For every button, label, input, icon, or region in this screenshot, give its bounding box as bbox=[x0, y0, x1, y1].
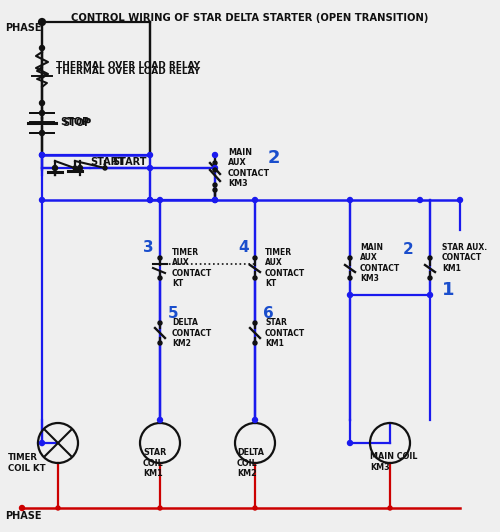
Circle shape bbox=[40, 153, 44, 157]
Circle shape bbox=[40, 130, 44, 136]
Text: TIMER
COIL KT: TIMER COIL KT bbox=[8, 453, 46, 473]
Circle shape bbox=[388, 506, 392, 510]
Circle shape bbox=[158, 321, 162, 325]
Text: DELTA
COIL
KM2: DELTA COIL KM2 bbox=[237, 448, 264, 478]
Circle shape bbox=[428, 256, 432, 260]
Circle shape bbox=[348, 276, 352, 280]
Text: 3: 3 bbox=[143, 240, 154, 255]
Text: STAR
CONTACT
KM1: STAR CONTACT KM1 bbox=[265, 318, 305, 348]
Text: CONTROL WIRING OF STAR DELTA STARTER (OPEN TRANSITION): CONTROL WIRING OF STAR DELTA STARTER (OP… bbox=[72, 13, 428, 23]
Circle shape bbox=[213, 183, 217, 187]
Circle shape bbox=[148, 197, 152, 203]
Circle shape bbox=[158, 341, 162, 345]
Text: START: START bbox=[90, 157, 124, 167]
Text: MAIN COIL
KM3: MAIN COIL KM3 bbox=[370, 452, 418, 472]
Circle shape bbox=[52, 165, 58, 170]
Circle shape bbox=[56, 506, 60, 510]
Text: TIMER
AUX
CONTACT
KT: TIMER AUX CONTACT KT bbox=[172, 248, 212, 288]
Circle shape bbox=[418, 197, 422, 203]
Circle shape bbox=[158, 506, 162, 510]
Circle shape bbox=[148, 153, 152, 157]
Circle shape bbox=[148, 165, 152, 170]
Circle shape bbox=[212, 197, 218, 203]
Text: THERMAL OVER LOAD RELAY: THERMAL OVER LOAD RELAY bbox=[56, 68, 200, 77]
Circle shape bbox=[40, 111, 44, 115]
Circle shape bbox=[20, 505, 24, 511]
Circle shape bbox=[103, 166, 107, 170]
Circle shape bbox=[40, 153, 44, 157]
Circle shape bbox=[253, 506, 257, 510]
Text: THERMAL OVER LOAD RELAY: THERMAL OVER LOAD RELAY bbox=[56, 61, 200, 70]
Text: 2: 2 bbox=[268, 149, 280, 167]
Text: 1: 1 bbox=[442, 281, 454, 299]
Text: STOP: STOP bbox=[60, 117, 89, 127]
Text: MAIN
AUX
CONTACT
KM3: MAIN AUX CONTACT KM3 bbox=[360, 243, 400, 283]
Circle shape bbox=[428, 276, 432, 280]
Circle shape bbox=[212, 153, 218, 157]
Circle shape bbox=[212, 197, 218, 203]
Circle shape bbox=[428, 293, 432, 297]
Circle shape bbox=[158, 197, 162, 203]
Text: PHASE: PHASE bbox=[5, 511, 42, 521]
Circle shape bbox=[40, 440, 44, 445]
Circle shape bbox=[253, 256, 257, 260]
Circle shape bbox=[253, 276, 257, 280]
Circle shape bbox=[213, 161, 217, 165]
Circle shape bbox=[348, 197, 352, 203]
Text: 5: 5 bbox=[168, 305, 178, 320]
Circle shape bbox=[39, 19, 45, 25]
Text: TIMER
AUX
CONTACT
KT: TIMER AUX CONTACT KT bbox=[265, 248, 305, 288]
Circle shape bbox=[158, 256, 162, 260]
Circle shape bbox=[158, 276, 162, 280]
Circle shape bbox=[252, 197, 258, 203]
Circle shape bbox=[213, 188, 217, 192]
Text: 4: 4 bbox=[238, 240, 248, 255]
Circle shape bbox=[348, 293, 352, 297]
Circle shape bbox=[253, 321, 257, 325]
Text: PHASE: PHASE bbox=[5, 23, 42, 33]
Circle shape bbox=[348, 256, 352, 260]
Circle shape bbox=[158, 418, 162, 422]
Circle shape bbox=[40, 101, 44, 105]
Circle shape bbox=[252, 418, 258, 422]
Text: STAR
COIL
KM1: STAR COIL KM1 bbox=[143, 448, 166, 478]
Circle shape bbox=[253, 341, 257, 345]
Circle shape bbox=[348, 440, 352, 445]
Circle shape bbox=[78, 165, 82, 170]
Circle shape bbox=[73, 166, 77, 170]
Circle shape bbox=[148, 197, 152, 203]
Circle shape bbox=[213, 168, 217, 172]
Circle shape bbox=[40, 197, 44, 203]
Text: DELTA
CONTACT
KM2: DELTA CONTACT KM2 bbox=[172, 318, 212, 348]
Circle shape bbox=[458, 197, 462, 203]
Text: STOP: STOP bbox=[62, 118, 91, 128]
Text: 6: 6 bbox=[263, 305, 274, 320]
Circle shape bbox=[40, 46, 44, 51]
Circle shape bbox=[212, 165, 218, 170]
Text: MAIN
AUX
CONTACT
KM3: MAIN AUX CONTACT KM3 bbox=[228, 148, 270, 188]
Text: STAR AUX.
CONTACT
KM1: STAR AUX. CONTACT KM1 bbox=[442, 243, 487, 273]
Text: 2: 2 bbox=[403, 243, 414, 257]
Text: START: START bbox=[112, 157, 146, 167]
